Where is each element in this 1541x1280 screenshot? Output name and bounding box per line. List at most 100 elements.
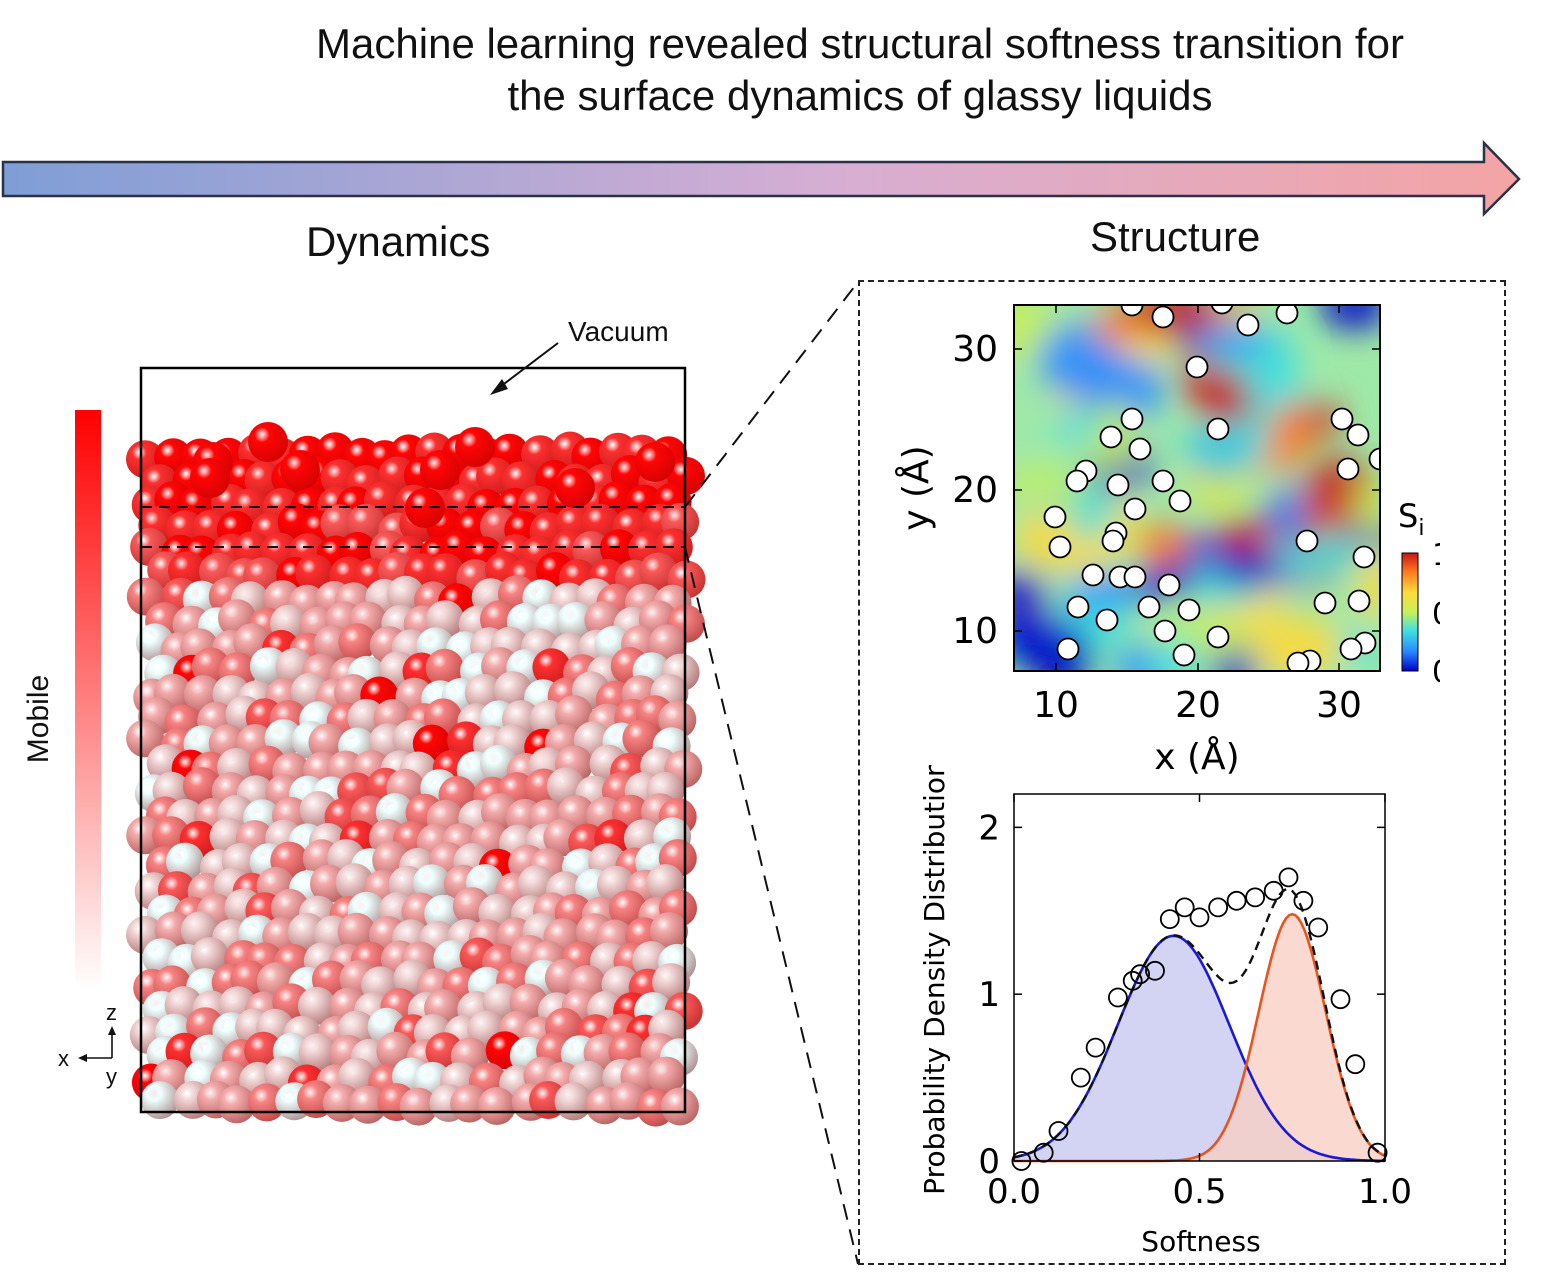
map-particle (1099, 425, 1123, 449)
progress-arrow (1, 139, 1521, 218)
atom (556, 602, 595, 640)
softness-colorbar (1401, 552, 1419, 672)
softness-blob (1198, 370, 1252, 432)
vacuum-arrowhead (490, 379, 508, 395)
map-particle (1151, 469, 1175, 493)
distribution-xtick: 1.0 (1358, 1172, 1412, 1212)
mobile-atom (455, 427, 495, 467)
softness-blob (1136, 522, 1191, 569)
colorbar-tick-mid: 0.5 (1432, 597, 1440, 632)
map-particle (1177, 598, 1201, 622)
structure-heading: Structure (1090, 213, 1261, 260)
title-line-1: Machine learning revealed structural sof… (316, 20, 1404, 67)
softness-blob (1319, 305, 1380, 330)
distribution-ytick: 1 (978, 975, 1000, 1015)
mobile-atom (555, 468, 595, 508)
dynamics-heading: Dynamics (306, 218, 491, 265)
axis-x-label: x (58, 1046, 69, 1071)
map-particle (1236, 313, 1260, 337)
map-xtick-30: 30 (1316, 685, 1362, 726)
map-particle (1336, 457, 1360, 481)
data-marker (1189, 907, 1210, 928)
data-marker (1345, 1054, 1366, 1075)
softness-map-ticks (1014, 305, 1380, 671)
atom (320, 504, 359, 543)
map-particle (1120, 305, 1144, 317)
data-marker (1070, 1067, 1091, 1088)
atom (650, 912, 688, 951)
softness-blob (1268, 402, 1314, 461)
softness-blob (1210, 520, 1268, 555)
map-xtick-20: 20 (1175, 685, 1221, 726)
data-marker (1048, 1121, 1069, 1141)
map-particle (1313, 591, 1337, 615)
distribution-ylabel: Probability Density Distribution (918, 765, 951, 1195)
softness-map-frame (1013, 304, 1381, 672)
mobility-label: Mobile (22, 674, 55, 764)
softness-blob (1037, 321, 1118, 397)
map-particle (1120, 407, 1144, 431)
data-marker (1174, 897, 1195, 918)
distribution-ytick: 0 (978, 1142, 1000, 1182)
map-particle (1210, 305, 1234, 315)
softness-blob (1014, 604, 1062, 665)
axis-z-label: z (106, 1000, 117, 1025)
data-marker (1130, 964, 1151, 985)
atom (477, 1087, 516, 1125)
atom (555, 695, 593, 734)
data-marker (1226, 890, 1247, 911)
atom (298, 986, 336, 1025)
map-particle (1286, 651, 1310, 671)
map-ytick-10: 10 (952, 611, 998, 652)
atom (648, 624, 687, 663)
softness-map-panel: 10 20 30 30 20 10 x (Å) y (Å) Si 1.0 0.5… (894, 304, 1440, 775)
distribution-xtick: 0.5 (1172, 1172, 1226, 1212)
mobile-atom (635, 442, 675, 482)
mobile-atom (248, 422, 288, 462)
atom (295, 554, 334, 593)
softness-blob (1251, 615, 1345, 671)
structure-zoom-frame (858, 280, 1506, 1265)
axis-y-label: y (106, 1064, 117, 1089)
mobility-colorbar (75, 410, 101, 990)
map-particle (1352, 545, 1376, 569)
vacuum-pointer-arrow (495, 342, 559, 391)
map-particle (1043, 505, 1067, 529)
atom (217, 1085, 256, 1124)
data-marker (1330, 989, 1351, 1010)
map-ylabel: y (Å) (894, 445, 937, 530)
softness-blob (1267, 486, 1306, 544)
distribution-xtick: 0.0 (987, 1172, 1041, 1212)
atom (622, 719, 661, 758)
figure-title: Machine learning revealed structural sof… (160, 18, 1541, 122)
map-particle (1275, 305, 1299, 325)
data-marker (1263, 880, 1284, 901)
simulation-snapshot (75, 342, 706, 1127)
map-particle (1123, 565, 1147, 589)
map-particle (1101, 529, 1125, 553)
data-marker (1159, 909, 1180, 930)
axes-triad (78, 1026, 116, 1062)
map-particle (1206, 625, 1230, 649)
atom (532, 648, 571, 687)
data-marker (1107, 987, 1128, 1008)
softness-blob (1050, 409, 1106, 442)
map-particle (1168, 489, 1192, 513)
vacuum-label: Vacuum (568, 316, 669, 347)
map-ytick-30: 30 (952, 329, 998, 370)
data-marker (1245, 887, 1266, 908)
map-particle (1153, 619, 1177, 643)
atom (647, 1056, 686, 1095)
map-particle (1339, 637, 1363, 661)
atom (182, 767, 221, 806)
map-particle (1123, 497, 1147, 521)
colorbar-tick-min: 0.0 (1432, 655, 1440, 690)
map-particle (1330, 407, 1354, 431)
series-1-area (1014, 914, 1385, 1161)
map-particle (1347, 589, 1371, 613)
map-xtick-10: 10 (1033, 685, 1079, 726)
softness-blob (1180, 421, 1268, 473)
atom-cluster (126, 422, 706, 1127)
map-particle (1206, 417, 1230, 441)
data-marker (1085, 1037, 1106, 1058)
